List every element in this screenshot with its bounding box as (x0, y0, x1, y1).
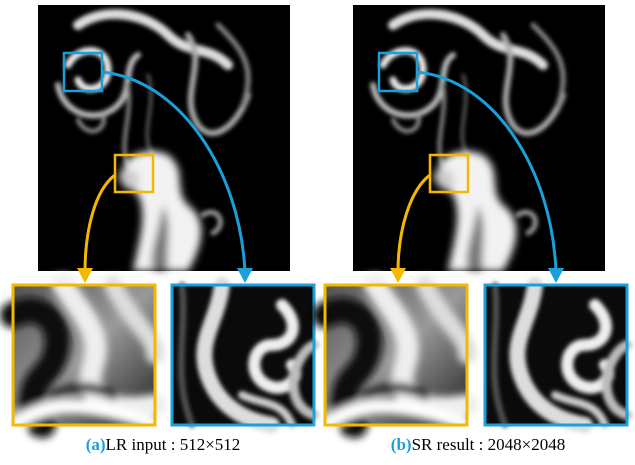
caption: (a)LR input : 512×512 (86, 435, 241, 454)
caption-text: LR input : 512×512 (106, 435, 241, 454)
blue-zoom (485, 285, 627, 425)
blue-arrowhead (548, 268, 564, 283)
sr-image (353, 5, 605, 271)
blue-zoom (172, 285, 314, 425)
panel-b: (b)SR result : 2048×2048 (325, 5, 627, 454)
lr-image (38, 5, 290, 271)
caption: (b)SR result : 2048×2048 (391, 435, 565, 454)
caption-label: (a) (86, 435, 106, 454)
yellow-arrowhead (77, 268, 93, 283)
figure: (a)LR input : 512×512 (b)SR result : 204… (0, 0, 635, 465)
blue-arrowhead (237, 268, 253, 283)
caption-text: SR result : 2048×2048 (412, 435, 566, 454)
yellow-zoom (325, 285, 467, 425)
yellow-arrowhead (390, 268, 406, 283)
caption-label: (b) (391, 435, 412, 454)
page: {"panels": [ {"label": "(a)", "caption":… (0, 0, 635, 465)
yellow-zoom (13, 285, 155, 425)
panel-a: (a)LR input : 512×512 (13, 5, 314, 454)
